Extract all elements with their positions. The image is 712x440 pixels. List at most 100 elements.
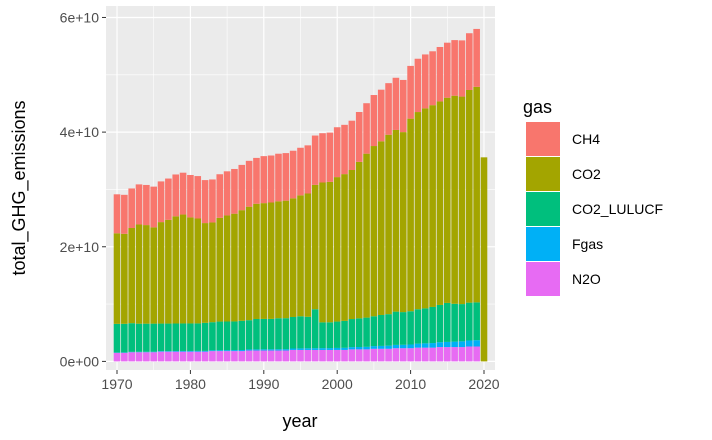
bar-segment-co2 bbox=[421, 108, 429, 309]
legend-label: CH4 bbox=[572, 131, 600, 147]
legend-key-co2 bbox=[526, 157, 560, 191]
bar-segment-ch4 bbox=[297, 147, 304, 196]
bar-segment-co2-lulucf bbox=[172, 323, 180, 352]
bar-segment-n2o bbox=[355, 349, 363, 362]
bar-segment-fgas bbox=[319, 348, 326, 350]
bar-segment-ch4 bbox=[223, 171, 231, 216]
x-axis-title: year bbox=[282, 411, 317, 431]
bar-segment-fgas bbox=[260, 349, 268, 351]
bar-segment-co2 bbox=[282, 200, 290, 319]
bar-segment-co2-lulucf bbox=[165, 323, 172, 352]
bar-segment-co2 bbox=[480, 157, 488, 362]
bar-segment-n2o bbox=[157, 351, 165, 362]
bar-segment-co2-lulucf bbox=[466, 302, 473, 341]
bar-segment-ch4 bbox=[333, 127, 341, 178]
legend-label: Fgas bbox=[572, 236, 603, 252]
bar-segment-fgas bbox=[209, 350, 216, 352]
bar-segment-n2o bbox=[333, 349, 341, 362]
bar-segment-co2-lulucf bbox=[260, 318, 268, 350]
bar-segment-fgas bbox=[282, 349, 290, 351]
bar-segment-co2-lulucf bbox=[135, 323, 143, 352]
bar-segment-n2o bbox=[275, 350, 282, 362]
bar-segment-co2-lulucf bbox=[267, 318, 275, 350]
bar-segment-n2o bbox=[201, 351, 209, 362]
bar-segment-fgas bbox=[451, 341, 458, 348]
bar-segment-n2o bbox=[179, 351, 187, 362]
bar-segment-fgas bbox=[466, 340, 473, 347]
bar-segment-co2 bbox=[429, 105, 436, 307]
x-tick-label: 2020 bbox=[468, 376, 499, 392]
bar-segment-co2 bbox=[458, 96, 466, 305]
bar-segment-n2o bbox=[238, 351, 246, 362]
axis-ticks: 1970 1980 1990 2000 2010 2020 0e+00 2e+10 4e+10 6… bbox=[60, 9, 500, 392]
bar-segment-co2 bbox=[165, 219, 172, 324]
bar-segment-co2-lulucf bbox=[187, 323, 194, 351]
bar-segment-co2 bbox=[267, 202, 275, 319]
bar-segment-ch4 bbox=[253, 157, 260, 204]
bar-segment-ch4 bbox=[319, 133, 326, 183]
bar-segment-ch4 bbox=[370, 95, 378, 147]
bar-segment-co2-lulucf bbox=[311, 309, 319, 349]
y-tick-label: 4e+10 bbox=[60, 124, 100, 140]
bar-segment-ch4 bbox=[216, 174, 224, 218]
bar-segment-co2-lulucf bbox=[297, 316, 304, 349]
bar-segment-co2-lulucf bbox=[304, 316, 312, 349]
bar-segment-ch4 bbox=[289, 150, 297, 199]
legend: gas CH4 CO2 CO2_LULUCF Fgas N2O bbox=[523, 97, 663, 296]
bar-segment-n2o bbox=[260, 350, 268, 362]
bar-segment-ch4 bbox=[429, 51, 436, 106]
bar-segment-co2 bbox=[245, 206, 253, 321]
legend-label: CO2_LULUCF bbox=[572, 201, 663, 217]
bar-segment-co2 bbox=[392, 129, 400, 312]
bar-segment-ch4 bbox=[348, 120, 356, 171]
bar-segment-ch4 bbox=[355, 111, 363, 162]
bar-segment-fgas bbox=[458, 341, 466, 348]
bar-segment-ch4 bbox=[201, 180, 209, 224]
bar-segment-co2 bbox=[399, 132, 407, 313]
bar-segment-co2-lulucf bbox=[333, 321, 341, 348]
bar-segment-ch4 bbox=[209, 179, 216, 223]
bar-segment-n2o bbox=[267, 350, 275, 362]
bar-segment-fgas bbox=[245, 349, 253, 351]
bar-segment-fgas bbox=[194, 350, 202, 352]
bar-segment-fgas bbox=[414, 343, 422, 348]
bar-segment-n2o bbox=[363, 349, 370, 362]
bar-segment-co2-lulucf bbox=[399, 312, 407, 345]
bar-segment-co2-lulucf bbox=[348, 319, 356, 348]
bar-segment-co2-lulucf bbox=[458, 304, 466, 342]
bar-segment-co2-lulucf bbox=[201, 322, 209, 351]
bar-segment-co2-lulucf bbox=[436, 304, 444, 343]
bar-segment-co2-lulucf bbox=[341, 320, 348, 348]
bar-segment-ch4 bbox=[466, 33, 473, 90]
bar-segment-ch4 bbox=[443, 42, 451, 98]
bar-segment-co2 bbox=[377, 141, 385, 315]
bar-segment-co2 bbox=[451, 95, 458, 304]
bar-segment-co2-lulucf bbox=[113, 323, 121, 353]
bar-segment-ch4 bbox=[399, 79, 407, 133]
bar-segment-n2o bbox=[443, 347, 451, 362]
bar-segment-ch4 bbox=[458, 40, 466, 97]
x-tick-label: 2010 bbox=[395, 376, 426, 392]
bar-segment-co2 bbox=[370, 146, 378, 317]
bar-segment-fgas bbox=[289, 348, 297, 350]
bar-segment-fgas bbox=[385, 345, 392, 349]
bar-segment-n2o bbox=[311, 349, 319, 362]
bar-segment-n2o bbox=[143, 352, 150, 362]
bar-segment-ch4 bbox=[128, 188, 135, 229]
legend-key-ch4 bbox=[526, 122, 560, 156]
legend-key-fgas bbox=[526, 227, 560, 261]
bar-segment-n2o bbox=[451, 347, 458, 362]
bar-segment-fgas bbox=[407, 344, 414, 349]
bar-segment-co2-lulucf bbox=[121, 323, 128, 353]
bar-segment-ch4 bbox=[172, 174, 180, 217]
bar-segment-n2o bbox=[128, 352, 135, 362]
bar-segment-ch4 bbox=[377, 89, 385, 142]
legend-label: N2O bbox=[572, 271, 601, 287]
bar-segment-co2 bbox=[135, 224, 143, 324]
bar-segment-co2 bbox=[311, 184, 319, 310]
bar-segment-n2o bbox=[421, 347, 429, 362]
bar-segment-n2o bbox=[216, 351, 224, 362]
bar-segment-fgas bbox=[355, 347, 363, 350]
bar-segment-co2 bbox=[113, 233, 121, 324]
bar-segment-co2 bbox=[319, 182, 326, 323]
